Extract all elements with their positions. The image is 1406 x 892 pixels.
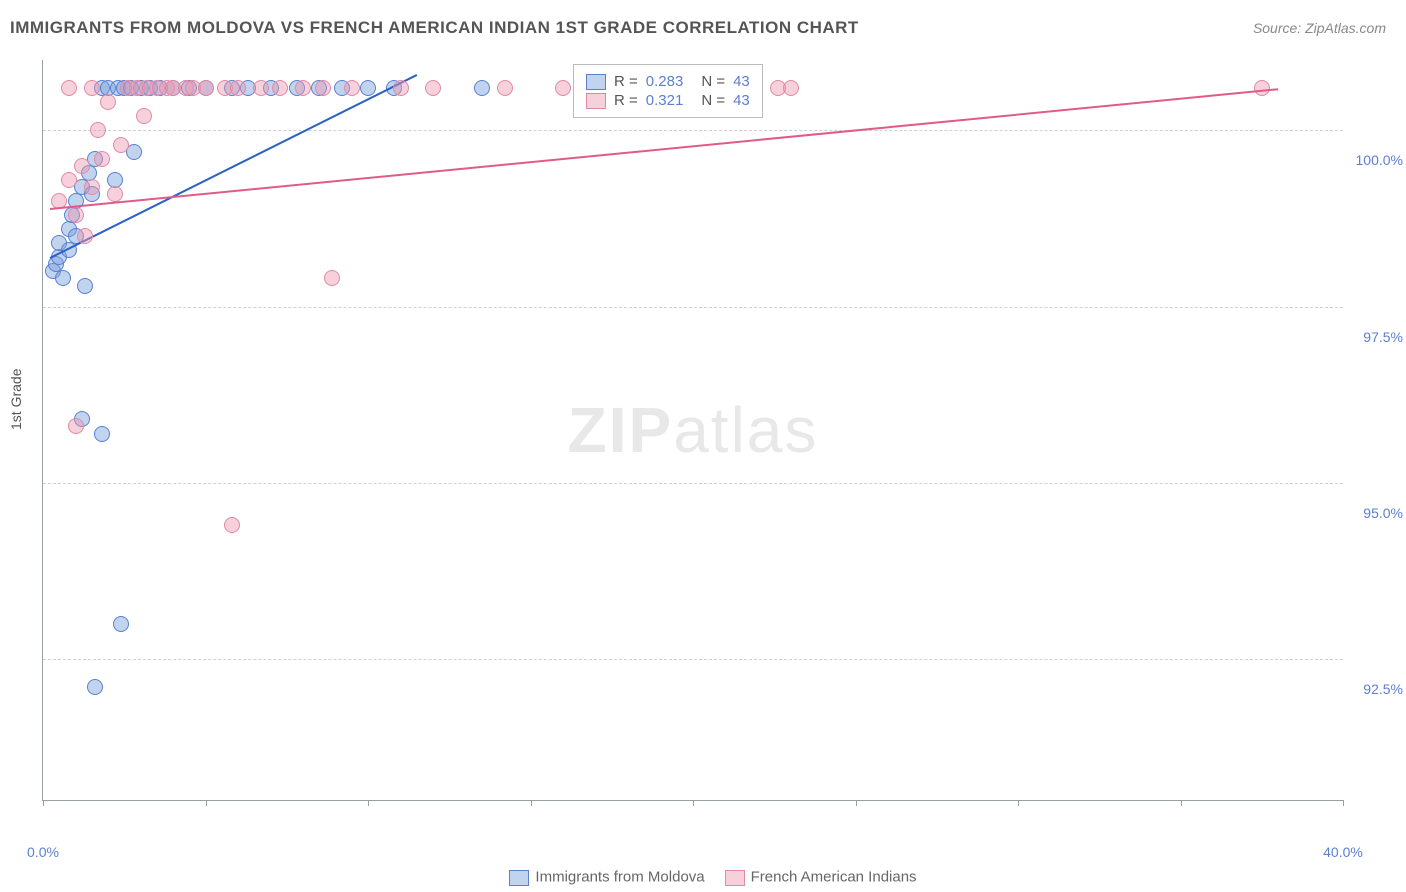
legend-series-label: French American Indians [751,869,917,886]
legend-r-label: R = [614,73,638,90]
legend-series-label: Immigrants from Moldova [535,869,704,886]
x-tick-mark [206,800,207,806]
scatter-point [74,158,90,174]
scatter-point [224,517,240,533]
scatter-point [61,80,77,96]
scatter-point [68,418,84,434]
scatter-point [315,80,331,96]
x-tick-mark [1018,800,1019,806]
scatter-point [84,179,100,195]
legend-swatch [586,93,606,109]
gridline [43,483,1343,484]
y-tick-label: 95.0% [1363,505,1403,521]
legend-n-label: N = [701,92,725,109]
scatter-point [295,80,311,96]
stats-legend-row: R = 0.321 N = 43 [586,92,750,109]
scatter-point [497,80,513,96]
scatter-point [94,151,110,167]
y-tick-label: 97.5% [1363,329,1403,345]
scatter-point [198,80,214,96]
x-tick-mark [1343,800,1344,806]
stats-legend-row: R = 0.283 N = 43 [586,73,750,90]
legend-n-label: N = [701,73,725,90]
scatter-point [61,172,77,188]
legend-swatch [725,870,745,886]
scatter-point [425,80,441,96]
scatter-point [324,270,340,286]
x-tick-label: 0.0% [27,844,59,860]
scatter-point [77,228,93,244]
scatter-point [783,80,799,96]
scatter-point [393,80,409,96]
source-label: Source: ZipAtlas.com [1253,20,1386,36]
y-axis-label: 1st Grade [8,369,24,430]
scatter-point [77,278,93,294]
scatter-point [55,270,71,286]
legend-swatch [586,74,606,90]
chart-plot-area: ZIPatlas 92.5%95.0%97.5%100.0%0.0%40.0%R… [42,60,1343,801]
scatter-point [136,108,152,124]
scatter-point [100,94,116,110]
y-tick-label: 100.0% [1356,152,1403,168]
gridline [43,130,1343,131]
scatter-point [90,122,106,138]
scatter-point [555,80,571,96]
x-tick-label: 40.0% [1323,844,1363,860]
y-tick-label: 92.5% [1363,681,1403,697]
scatter-point [272,80,288,96]
legend-swatch [509,870,529,886]
scatter-point [474,80,490,96]
scatter-point [107,186,123,202]
scatter-point [230,80,246,96]
chart-title: IMMIGRANTS FROM MOLDOVA VS FRENCH AMERIC… [10,18,859,38]
legend-n-value: 43 [733,73,750,90]
x-tick-mark [856,800,857,806]
scatter-point [68,207,84,223]
scatter-point [84,80,100,96]
legend-n-value: 43 [733,92,750,109]
x-tick-mark [43,800,44,806]
legend-r-label: R = [614,92,638,109]
scatter-point [113,616,129,632]
scatter-point [344,80,360,96]
legend-r-value: 0.283 [646,73,684,90]
scatter-point [113,137,129,153]
x-tick-mark [368,800,369,806]
x-tick-mark [1181,800,1182,806]
x-tick-mark [693,800,694,806]
scatter-point [87,679,103,695]
gridline [43,659,1343,660]
watermark: ZIPatlas [568,393,819,467]
x-tick-mark [531,800,532,806]
scatter-point [360,80,376,96]
scatter-point [253,80,269,96]
stats-legend: R = 0.283 N = 43 R = 0.321 N = 43 [573,64,763,118]
legend-r-value: 0.321 [646,92,684,109]
bottom-legend: Immigrants from Moldova French American I… [0,868,1406,886]
gridline [43,307,1343,308]
scatter-point [94,426,110,442]
